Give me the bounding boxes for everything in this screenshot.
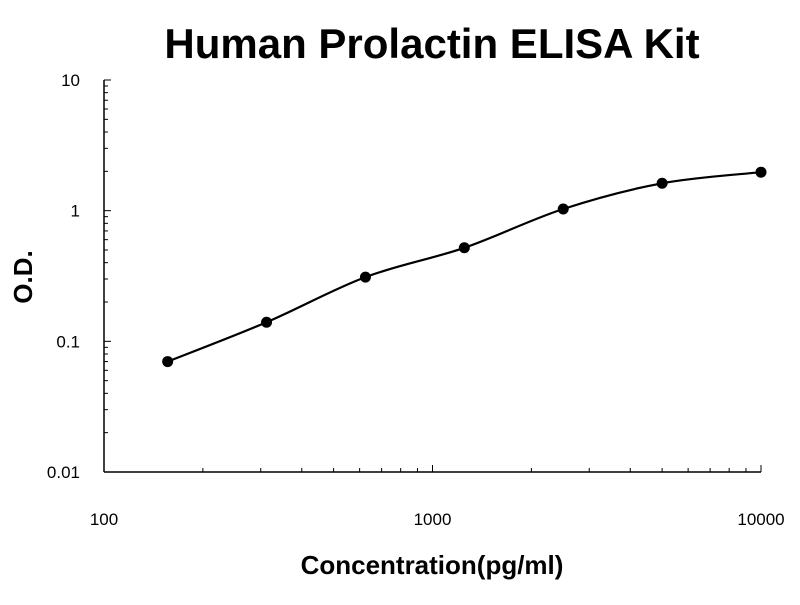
x-axis-ticks: 100 1000 10000 xyxy=(90,465,785,529)
y-tick-label: 0.01 xyxy=(47,463,80,482)
y-tick-label: 10 xyxy=(61,71,80,90)
fit-curve-layer xyxy=(167,171,762,363)
data-point xyxy=(261,316,273,328)
x-tick-label: 10000 xyxy=(737,510,784,529)
standard-curve-line xyxy=(167,171,762,363)
data-point xyxy=(162,356,174,368)
data-point xyxy=(557,203,569,215)
data-point xyxy=(359,271,371,283)
data-points-layer xyxy=(162,166,767,368)
y-axis-label: O.D. xyxy=(8,250,38,303)
x-tick-label: 100 xyxy=(90,510,118,529)
y-axis-ticks: 0.01 0.1 1 10 xyxy=(47,71,111,482)
data-point xyxy=(656,177,668,189)
x-axis-label: Concentration(pg/ml) xyxy=(301,550,564,580)
data-point xyxy=(458,242,470,254)
x-tick-label: 1000 xyxy=(414,510,452,529)
axes xyxy=(103,80,761,473)
data-point xyxy=(755,166,767,178)
y-tick-label: 0.1 xyxy=(56,332,80,351)
chart-title: Human Prolactin ELISA Kit xyxy=(164,20,699,67)
y-tick-label: 1 xyxy=(71,202,80,221)
